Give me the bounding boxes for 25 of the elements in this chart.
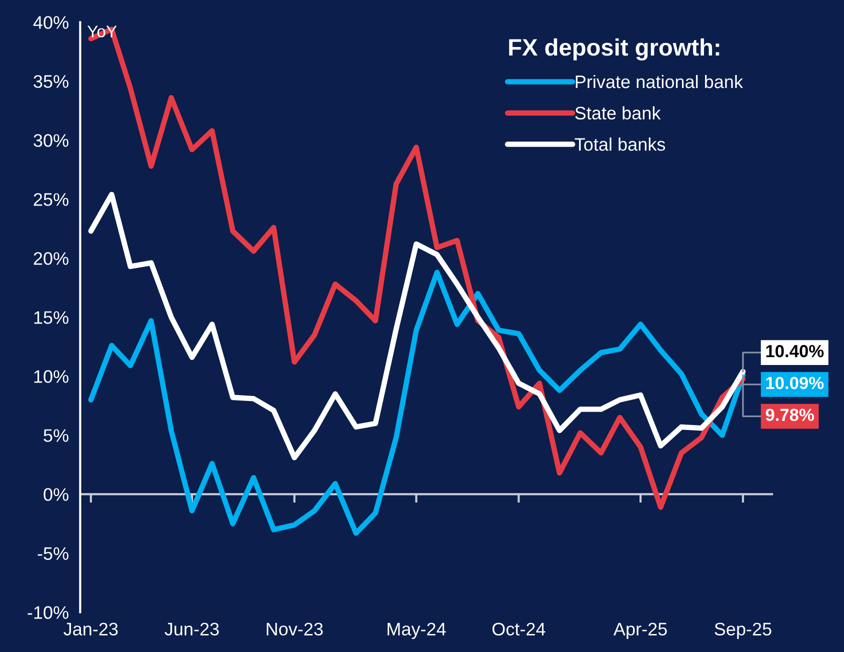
y-tick-label: 5% <box>44 429 68 442</box>
y-tick-label: 25% <box>34 193 68 206</box>
y-tick-label: 15% <box>34 311 68 324</box>
x-tick-label: Sep-25 <box>714 622 772 640</box>
legend-label: Private national bank <box>576 74 744 88</box>
annotation: 10.40% <box>766 344 824 358</box>
y-tick-label: 35% <box>34 75 68 88</box>
legend-label: Total banks <box>574 138 666 151</box>
y-tick-label: -10% <box>28 606 68 619</box>
annotation: 10.09% <box>766 376 824 390</box>
x-tick-label: Oct-24 <box>492 622 546 636</box>
x-tick-label: Apr-25 <box>613 622 667 640</box>
y-tick-label: 40% <box>33 16 68 29</box>
x-tick-label: Nov-23 <box>266 622 323 636</box>
y-tick-label: 30% <box>34 134 68 147</box>
legend-title: FX deposit growth: <box>509 38 720 61</box>
x-tick-label: Jun-23 <box>164 622 219 636</box>
y-tick-label: 20% <box>34 252 68 265</box>
x-tick-label: May-24 <box>388 622 446 640</box>
y-tick-label: 10% <box>34 370 68 383</box>
legend-label: State bank <box>575 106 661 120</box>
y-tick-label: 0% <box>44 488 68 501</box>
annotation: 9.78% <box>766 408 814 421</box>
x-tick-label: Jan-23 <box>64 622 118 636</box>
y-tick-label: -5% <box>38 547 68 560</box>
